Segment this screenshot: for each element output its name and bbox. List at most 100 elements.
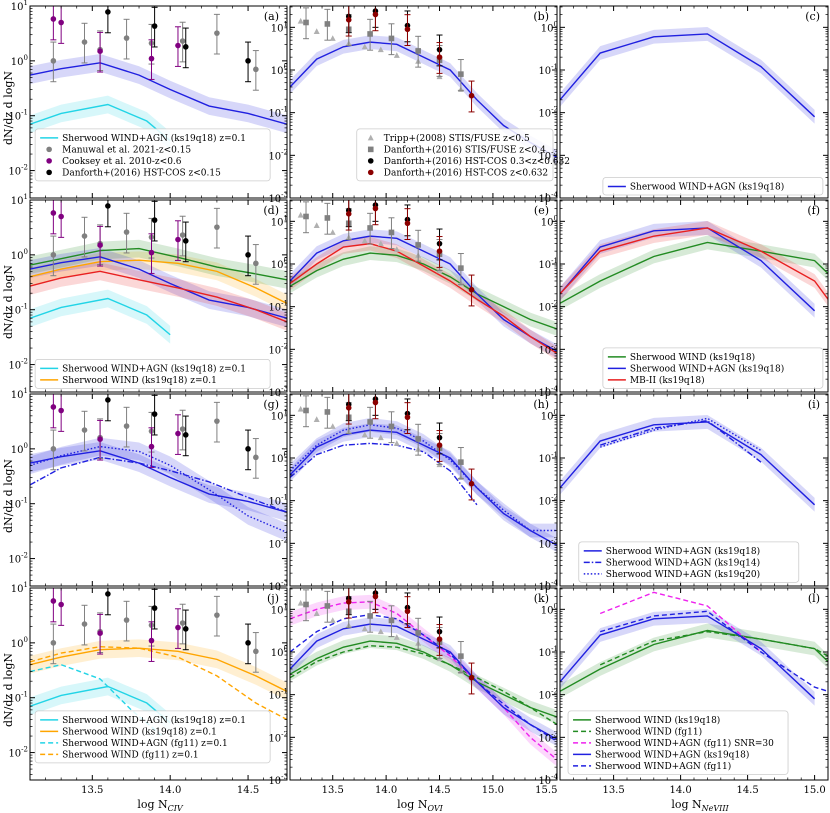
ytick-exponent: -2 bbox=[551, 688, 558, 696]
data-point bbox=[361, 237, 368, 244]
xlabel-neviii-main: log N bbox=[671, 798, 702, 811]
ytick-label: 10-3 bbox=[268, 773, 288, 787]
ytick-label: 10-2 bbox=[8, 552, 28, 566]
series-band bbox=[30, 441, 287, 522]
data-point bbox=[245, 58, 251, 64]
legend-label: Sherwood WIND (fg11) z=0.1 bbox=[62, 749, 199, 760]
ytick-label: 101 bbox=[271, 214, 288, 228]
panel-label: (e) bbox=[534, 204, 549, 217]
data-point bbox=[329, 617, 336, 623]
data-point bbox=[50, 58, 57, 64]
series-band bbox=[290, 617, 557, 747]
legend-label: Sherwood WIND (ks19q18) z=0.1 bbox=[62, 375, 217, 386]
series-band bbox=[560, 415, 815, 512]
series-line bbox=[290, 623, 557, 740]
data-point bbox=[388, 229, 395, 236]
legend-label: Sherwood WIND (ks19q18) bbox=[595, 715, 720, 726]
data-point bbox=[372, 593, 379, 600]
legend-label: Sherwood WIND (fg11) bbox=[595, 726, 702, 737]
data-point bbox=[148, 637, 155, 644]
xlabel-neviii-sub: NeVIII bbox=[701, 804, 730, 813]
legend-label: Sherwood WIND+AGN (ks19q18) bbox=[630, 363, 784, 374]
legend-box bbox=[578, 541, 800, 583]
ytick-label: 10-1 bbox=[8, 303, 28, 317]
ylabel-row-3: dN/dz d logN bbox=[2, 459, 15, 533]
ytick-exponent: 0 bbox=[554, 20, 558, 28]
data-point bbox=[377, 628, 384, 635]
ytick-exponent: 0 bbox=[284, 451, 288, 459]
data-point bbox=[303, 213, 309, 220]
data-point bbox=[182, 44, 189, 50]
legend-box bbox=[34, 358, 271, 389]
ytick-exponent: -1 bbox=[551, 645, 558, 653]
data-point bbox=[458, 265, 464, 271]
series-band bbox=[30, 677, 171, 732]
ytick-label: 10-2 bbox=[268, 342, 288, 356]
series-band bbox=[30, 262, 287, 331]
data-point bbox=[404, 414, 411, 421]
data-point bbox=[388, 423, 395, 430]
panel-label: (h) bbox=[533, 398, 549, 411]
ytick-exponent: 1 bbox=[24, 193, 28, 201]
data-point bbox=[179, 38, 186, 44]
data-point bbox=[329, 423, 336, 429]
ytick-exponent: 0 bbox=[24, 636, 28, 644]
data-point bbox=[50, 446, 57, 452]
ytick-exponent: -2 bbox=[21, 746, 28, 754]
series-line bbox=[560, 33, 816, 118]
data-point bbox=[182, 238, 189, 244]
data-point bbox=[436, 636, 443, 642]
data-point bbox=[404, 608, 411, 615]
data-point bbox=[372, 399, 379, 406]
series-band bbox=[30, 247, 287, 328]
xlabel-civ: log NCIV bbox=[137, 798, 184, 813]
data-point bbox=[175, 430, 181, 437]
ytick-exponent: -1 bbox=[21, 303, 28, 311]
series-line bbox=[599, 630, 828, 666]
ytick-exponent: -4 bbox=[551, 385, 558, 393]
data-point bbox=[468, 480, 475, 487]
ytick-label: 100 bbox=[541, 602, 558, 616]
ytick-exponent: -3 bbox=[281, 773, 288, 781]
data-point bbox=[313, 222, 320, 228]
legend-label: Sherwood WIND+AGN (fg11) SNR=30 bbox=[595, 738, 774, 749]
series-band bbox=[560, 27, 815, 124]
data-point bbox=[313, 416, 320, 422]
data-point bbox=[58, 601, 64, 608]
ytick-exponent: -4 bbox=[551, 191, 558, 199]
panel-label: (k) bbox=[534, 592, 549, 605]
panel-frame bbox=[289, 393, 558, 587]
panel-label: (f) bbox=[807, 204, 820, 217]
ytick-exponent: -1 bbox=[21, 497, 28, 505]
ytick-exponent: 1 bbox=[284, 20, 288, 28]
data-point bbox=[329, 229, 336, 235]
ytick-exponent: 1 bbox=[284, 214, 288, 222]
series-band bbox=[30, 53, 287, 134]
data-point bbox=[393, 634, 400, 640]
data-point bbox=[253, 260, 259, 267]
ytick-exponent: -2 bbox=[281, 148, 288, 156]
legend-box bbox=[602, 177, 824, 196]
data-point bbox=[297, 599, 304, 606]
data-point bbox=[415, 48, 421, 54]
data-point bbox=[345, 17, 352, 23]
series-line bbox=[560, 629, 828, 692]
data-point bbox=[372, 205, 379, 212]
data-point bbox=[81, 39, 88, 45]
panel-plot-area bbox=[560, 221, 828, 318]
ytick-exponent: -2 bbox=[281, 730, 288, 738]
xtick-label: 14.0 bbox=[159, 785, 181, 796]
data-point bbox=[297, 211, 304, 218]
xtick-label: 14.5 bbox=[237, 785, 259, 796]
ytick-exponent: -3 bbox=[551, 148, 558, 156]
legend-swatch bbox=[46, 169, 52, 176]
ytick-exponent: 0 bbox=[24, 54, 28, 62]
data-point bbox=[97, 242, 103, 248]
xtick-label: 15.5 bbox=[535, 785, 557, 796]
legend-swatch bbox=[367, 146, 374, 153]
legend-label: Sherwood WIND+AGN (fg11) z=0.1 bbox=[62, 738, 228, 749]
data-point bbox=[253, 454, 259, 461]
